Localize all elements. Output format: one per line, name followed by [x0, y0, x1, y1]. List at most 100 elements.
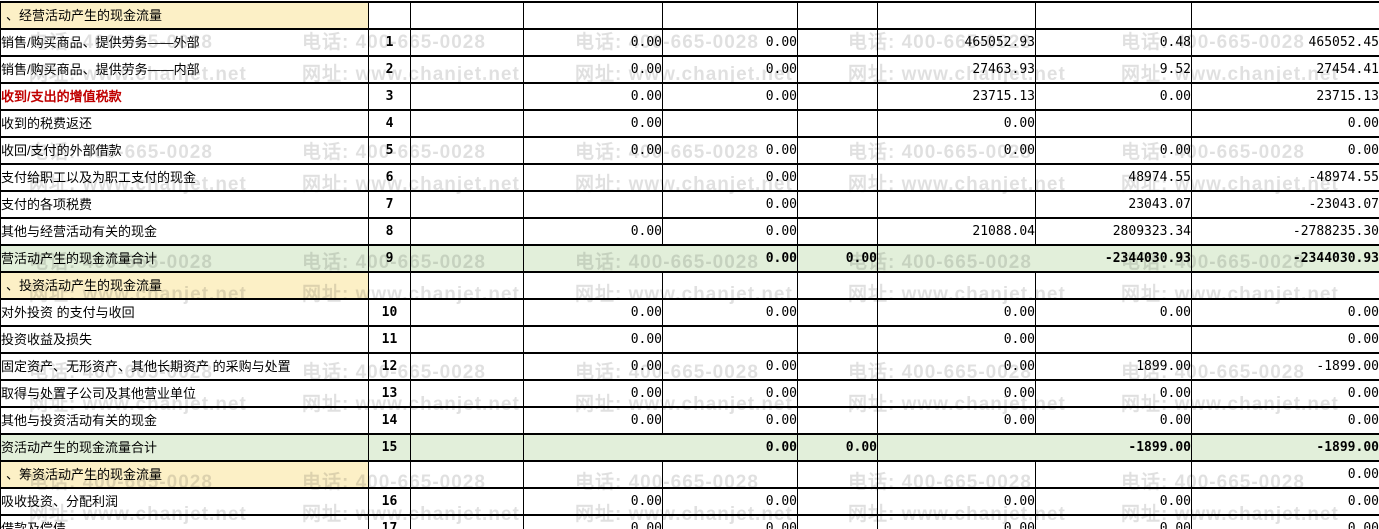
- value-cell-e[interactable]: 0.00: [877, 109, 1036, 138]
- value-cell-a[interactable]: [410, 460, 524, 489]
- value-cell-c[interactable]: [662, 109, 798, 138]
- value-cell-d[interactable]: [797, 55, 878, 84]
- row-number-cell[interactable]: 5: [368, 136, 411, 165]
- row-number-cell[interactable]: 13: [368, 379, 411, 408]
- value-cell-g[interactable]: 0.00: [1191, 406, 1379, 435]
- value-cell-a[interactable]: [410, 217, 524, 246]
- row-label-cell[interactable]: 其他与经营活动有关的现金: [0, 217, 369, 246]
- value-cell-g[interactable]: [1191, 271, 1379, 300]
- row-number-cell[interactable]: 16: [368, 487, 411, 516]
- value-cell-d[interactable]: [797, 298, 878, 327]
- value-cell-ef-merged[interactable]: -2344030.93: [877, 244, 1192, 273]
- value-cell-b[interactable]: 0.00: [523, 514, 663, 529]
- row-label-cell[interactable]: 营活动产生的现金流量合计: [0, 244, 369, 273]
- value-cell-g[interactable]: 0.00: [1191, 109, 1379, 138]
- value-cell-g[interactable]: -48974.55: [1191, 163, 1379, 192]
- value-cell-d[interactable]: [797, 514, 878, 529]
- row-label-cell[interactable]: 投资收益及损失: [0, 325, 369, 354]
- row-number-cell[interactable]: [368, 460, 411, 489]
- value-cell-a[interactable]: [410, 244, 524, 273]
- value-cell-d[interactable]: [797, 325, 878, 354]
- value-cell-ef-merged[interactable]: -1899.00: [877, 433, 1192, 462]
- value-cell-a[interactable]: [410, 82, 524, 111]
- value-cell-d[interactable]: [797, 406, 878, 435]
- value-cell-b[interactable]: 0.00: [523, 217, 663, 246]
- value-cell-g[interactable]: 0.00: [1191, 298, 1379, 327]
- value-cell-e[interactable]: 465052.93: [877, 28, 1036, 57]
- value-cell-g[interactable]: 0.00: [1191, 136, 1379, 165]
- value-cell-c[interactable]: 0.00: [662, 28, 798, 57]
- value-cell-a[interactable]: [410, 514, 524, 529]
- value-cell-g[interactable]: -23043.07: [1191, 190, 1379, 219]
- value-cell-e[interactable]: 0.00: [877, 379, 1036, 408]
- row-number-cell[interactable]: 7: [368, 190, 411, 219]
- value-cell-d[interactable]: [797, 190, 878, 219]
- value-cell-d[interactable]: [797, 379, 878, 408]
- value-cell-d[interactable]: [797, 28, 878, 57]
- row-label-cell[interactable]: 销售/购买商品、提供劳务——外部: [0, 28, 369, 57]
- value-cell-c[interactable]: 0.00: [662, 379, 798, 408]
- value-cell-e[interactable]: 27463.93: [877, 55, 1036, 84]
- row-number-cell[interactable]: 1: [368, 28, 411, 57]
- value-cell-b[interactable]: 0.00: [523, 487, 663, 516]
- value-cell-a[interactable]: [410, 406, 524, 435]
- value-cell-g[interactable]: 0.00: [1191, 460, 1379, 489]
- value-cell-f[interactable]: [1035, 271, 1192, 300]
- row-number-cell[interactable]: 17: [368, 514, 411, 529]
- value-cell-e[interactable]: [877, 190, 1036, 219]
- value-cell-e[interactable]: 0.00: [877, 514, 1036, 529]
- value-cell-b[interactable]: [523, 460, 663, 489]
- value-cell-c[interactable]: 0.00: [662, 136, 798, 165]
- value-cell-c[interactable]: 0.00: [662, 55, 798, 84]
- row-label-cell[interactable]: 、投资活动产生的现金流量: [0, 271, 369, 300]
- row-label-cell[interactable]: 资活动产生的现金流量合计: [0, 433, 369, 462]
- row-label-cell[interactable]: 收到/支出的增值税款: [0, 82, 369, 111]
- value-cell-b[interactable]: 0.00: [523, 406, 663, 435]
- value-cell-a[interactable]: [410, 487, 524, 516]
- value-cell-a[interactable]: [410, 271, 524, 300]
- row-number-cell[interactable]: 3: [368, 82, 411, 111]
- value-cell-c[interactable]: 0.00: [662, 217, 798, 246]
- row-number-cell[interactable]: 14: [368, 406, 411, 435]
- value-cell-bc-merged[interactable]: 0.00: [523, 244, 798, 273]
- value-cell-c[interactable]: [662, 271, 798, 300]
- value-cell-e[interactable]: 0.00: [877, 406, 1036, 435]
- value-cell-f[interactable]: 0.00: [1035, 514, 1192, 529]
- value-cell-c[interactable]: 0.00: [662, 352, 798, 381]
- value-cell-b[interactable]: 0.00: [523, 325, 663, 354]
- row-number-cell[interactable]: 10: [368, 298, 411, 327]
- value-cell-f[interactable]: 0.48: [1035, 28, 1192, 57]
- value-cell-e[interactable]: 0.00: [877, 325, 1036, 354]
- value-cell-c[interactable]: 0.00: [662, 487, 798, 516]
- value-cell-f[interactable]: 0.00: [1035, 298, 1192, 327]
- value-cell-f[interactable]: 2809323.34: [1035, 217, 1192, 246]
- value-cell-b[interactable]: [523, 271, 663, 300]
- value-cell-a[interactable]: [410, 109, 524, 138]
- value-cell-c[interactable]: 0.00: [662, 298, 798, 327]
- value-cell-g[interactable]: 27454.41: [1191, 55, 1379, 84]
- value-cell-g[interactable]: 465052.45: [1191, 28, 1379, 57]
- row-label-cell[interactable]: 收回/支付的外部借款: [0, 136, 369, 165]
- row-label-cell[interactable]: 收到的税费返还: [0, 109, 369, 138]
- value-cell-f[interactable]: 1899.00: [1035, 352, 1192, 381]
- row-label-cell[interactable]: 、经营活动产生的现金流量: [0, 1, 369, 30]
- value-cell-d[interactable]: [797, 109, 878, 138]
- value-cell-b[interactable]: 0.00: [523, 28, 663, 57]
- value-cell-b[interactable]: 0.00: [523, 352, 663, 381]
- row-number-cell[interactable]: 12: [368, 352, 411, 381]
- row-number-cell[interactable]: 11: [368, 325, 411, 354]
- value-cell-c[interactable]: [662, 460, 798, 489]
- value-cell-a[interactable]: [410, 379, 524, 408]
- value-cell-d[interactable]: [797, 271, 878, 300]
- value-cell-e[interactable]: 0.00: [877, 487, 1036, 516]
- value-cell-b[interactable]: 0.00: [523, 136, 663, 165]
- value-cell-g[interactable]: 0.00: [1191, 379, 1379, 408]
- value-cell-b[interactable]: [523, 163, 663, 192]
- row-label-cell[interactable]: 借款及偿债: [0, 514, 369, 529]
- value-cell-g[interactable]: -1899.00: [1191, 433, 1379, 462]
- row-label-cell[interactable]: 销售/购买商品、提供劳务——内部: [0, 55, 369, 84]
- value-cell-c[interactable]: [662, 325, 798, 354]
- value-cell-e[interactable]: 0.00: [877, 136, 1036, 165]
- row-number-cell[interactable]: 2: [368, 55, 411, 84]
- row-label-cell[interactable]: 对外投资 的支付与收回: [0, 298, 369, 327]
